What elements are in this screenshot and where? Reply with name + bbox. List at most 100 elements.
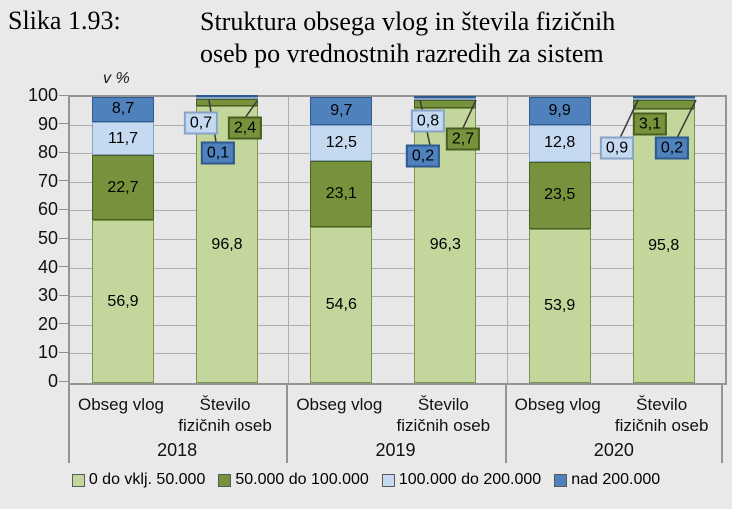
bar-value-label: 96,3 [429,236,461,254]
bar-value-label: 9,9 [548,101,571,119]
stacked-bar-stevilo-fizicnih-oseb-2018: 96,8 [196,95,258,383]
bar-segment: 96,3 [414,107,477,383]
legend-item: 0 do vklj. 50.000 [71,471,206,489]
bar-segment [414,99,477,108]
bar-segment: 54,6 [310,226,373,383]
y-axis-tick-label: 70 [37,170,58,191]
bar-segment [632,100,695,110]
bar-value-label: 12,8 [544,134,576,152]
y-axis-tick-mark [59,151,68,153]
y-axis-tick-mark [59,294,68,296]
category-label: Število fizičnih oseb [178,395,272,435]
bar-segment [632,97,695,101]
gridline [70,296,725,298]
axis-divider [721,385,723,463]
y-axis-tick-label: 20 [37,313,58,334]
callout-value-label: 0,9 [599,136,635,160]
legend-item: 100.000 do 200.000 [381,471,542,489]
bar-value-label: 8,7 [111,100,135,118]
figure-title-line2: oseb po vrednostnih razredih za sistem [200,39,604,68]
gridline [70,153,725,155]
y-axis-tick-label: 100 [27,85,58,105]
category-label: Obseg vlog [78,395,164,414]
y-axis-unit-label: v % [103,70,130,87]
bar-value-label: 22,7 [107,178,139,196]
category-label: Obseg vlog [514,395,601,414]
y-axis-tick-mark [59,123,68,125]
bar-segment: 23,1 [310,160,373,227]
figure-title-line1: Struktura obsega vlog in števila fizični… [200,7,616,36]
y-axis-tick-label: 10 [37,342,58,363]
bar-value-label: 12,5 [325,133,357,151]
bar-segment: 53,9 [528,228,591,383]
callout-value-label: 0,2 [654,136,690,160]
gridline [70,239,725,240]
y-axis-tick-mark [59,180,68,182]
bar-value-label: 11,7 [108,129,138,147]
y-axis-tick-label: 80 [37,142,58,163]
y-axis-tick-label: 40 [37,256,58,277]
y-axis-tick-mark [59,94,68,96]
year-label: 2019 [375,440,416,460]
axis-divider [68,385,70,463]
category-label: Število fizičnih oseb [614,395,709,435]
y-axis-tick-mark [59,266,68,268]
bar-value-label: 9,7 [330,102,353,120]
group-divider-line [288,97,290,383]
bar-segment [196,99,258,107]
stacked-bar-stevilo-fizicnih-oseb-2019: 96,3 [414,95,477,383]
category-label: Število fizičnih oseb [396,395,491,435]
plot-area: 56,9 22,7 11,7 8,7 96,8 54,6 23,1 12,5 9,7 96,3 53… [68,95,727,385]
gridline [70,210,725,212]
y-axis-tick-label: 60 [37,199,58,220]
gridline [70,324,725,326]
y-axis-tick-mark [59,380,68,382]
legend-item: 50.000 do 100.000 [218,471,369,489]
legend-swatch [71,473,85,487]
y-axis-tick-label: 30 [37,285,58,306]
bar-segment [632,95,695,98]
group-divider-line [506,97,508,383]
legend-label: 50.000 do 100.000 [235,471,369,488]
year-label: 2020 [593,440,634,460]
bar-segment: 9,9 [528,96,591,126]
bar-segment [196,97,258,100]
legend-label: 0 do vklj. 50.000 [88,471,206,488]
legend-label: 100.000 do 200.000 [398,471,542,488]
stacked-bar-obseg-vlog-2020: 53,9 23,5 12,8 9,9 [528,96,591,383]
axis-divider [504,385,507,463]
bar-segment [414,95,477,98]
legend-swatch [218,473,232,487]
stacked-bar-obseg-vlog-2018: 56,9 22,7 11,7 8,7 [92,97,154,383]
legend-item: nad 200.000 [554,471,660,489]
bar-segment: 9,7 [310,97,373,126]
bar-segment: 56,9 [92,220,154,383]
y-axis-tick-label: 0 [47,371,58,391]
bar-segment: 23,5 [528,161,591,229]
y-axis-tick-label: 90 [37,113,58,134]
y-axis-tick-mark [59,323,68,325]
callout-value-label: 3,1 [632,112,668,136]
legend: 0 do vklj. 50.000 50.000 do 100.000 100.00… [0,471,732,489]
callout-value-label: 0,7 [183,111,219,135]
bar-segment: 22,7 [92,155,154,221]
bar-value-label: 23,1 [325,184,357,202]
callout-value-label: 0,1 [200,141,236,165]
category-label: Obseg vlog [296,395,383,414]
bar-value-label: 53,9 [544,296,576,314]
callout-value-label: 2,4 [227,116,263,140]
gridline [70,267,725,269]
bar-segment: 11,7 [92,121,154,156]
stacked-bar-obseg-vlog-2019: 54,6 23,1 12,5 9,7 [310,97,373,383]
bar-value-label: 23,5 [544,186,576,204]
bar-value-label: 54,6 [325,295,357,313]
bar-value-label: 56,9 [107,292,139,310]
legend-label: nad 200.000 [571,471,661,488]
year-label: 2018 [157,440,198,460]
gridline [70,124,725,126]
y-axis-tick-mark [59,237,68,239]
y-axis-tick-label: 50 [37,228,58,248]
bar-segment [196,95,258,98]
legend-swatch [381,473,395,487]
y-axis-tick-mark [59,351,68,353]
